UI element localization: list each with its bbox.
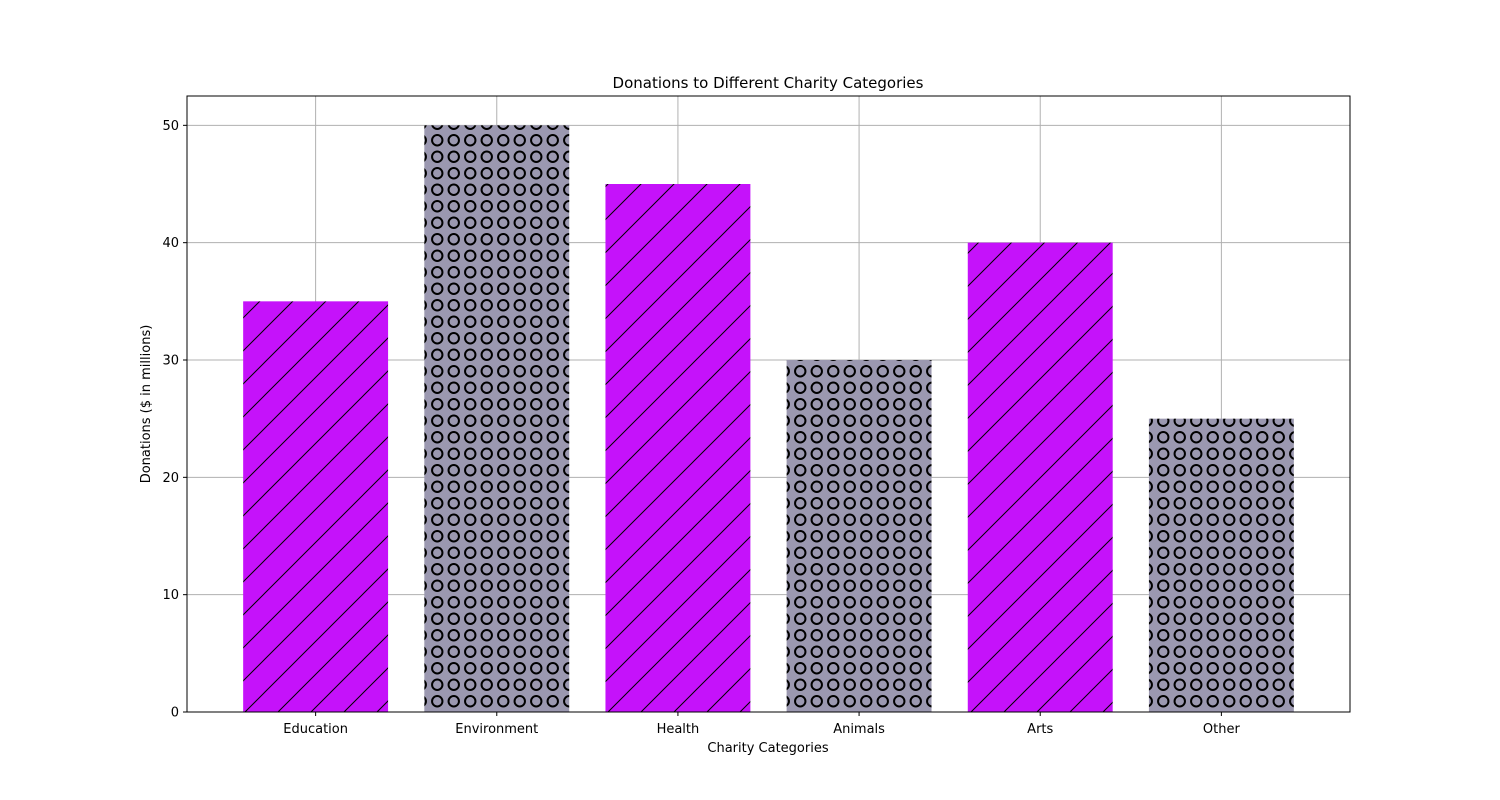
chart-title: Donations to Different Charity Categorie…	[613, 74, 924, 92]
y-axis-label: Donations ($ in millions)	[139, 325, 154, 484]
bar-other	[1148, 418, 1294, 712]
bar-education	[243, 301, 389, 712]
x-axis-ticks: Education Environment Health Animals Arts Oth…	[283, 712, 1240, 737]
x-tick-label: Animals	[833, 722, 885, 737]
plot-frame	[186, 95, 1351, 713]
y-axis-ticks: 0 10 20 30 40 50	[162, 119, 187, 721]
bar-animals	[786, 360, 932, 712]
bar-environment	[424, 125, 570, 713]
y-tick-label: 20	[162, 471, 179, 486]
x-tick-label: Education	[283, 722, 348, 737]
bars	[243, 125, 1294, 713]
x-tick-label: Arts	[1027, 722, 1053, 737]
bar-health	[605, 184, 751, 712]
x-tick-label: Environment	[455, 722, 538, 737]
y-tick-label: 10	[162, 588, 179, 603]
x-tick-label: Other	[1203, 722, 1241, 737]
y-tick-label: 0	[171, 706, 179, 721]
y-tick-label: 30	[162, 354, 179, 369]
x-axis-label: Charity Categories	[707, 741, 828, 756]
x-tick-label: Health	[657, 722, 700, 737]
y-tick-label: 40	[162, 236, 179, 251]
bar-arts	[967, 242, 1113, 712]
y-tick-label: 50	[162, 119, 179, 134]
